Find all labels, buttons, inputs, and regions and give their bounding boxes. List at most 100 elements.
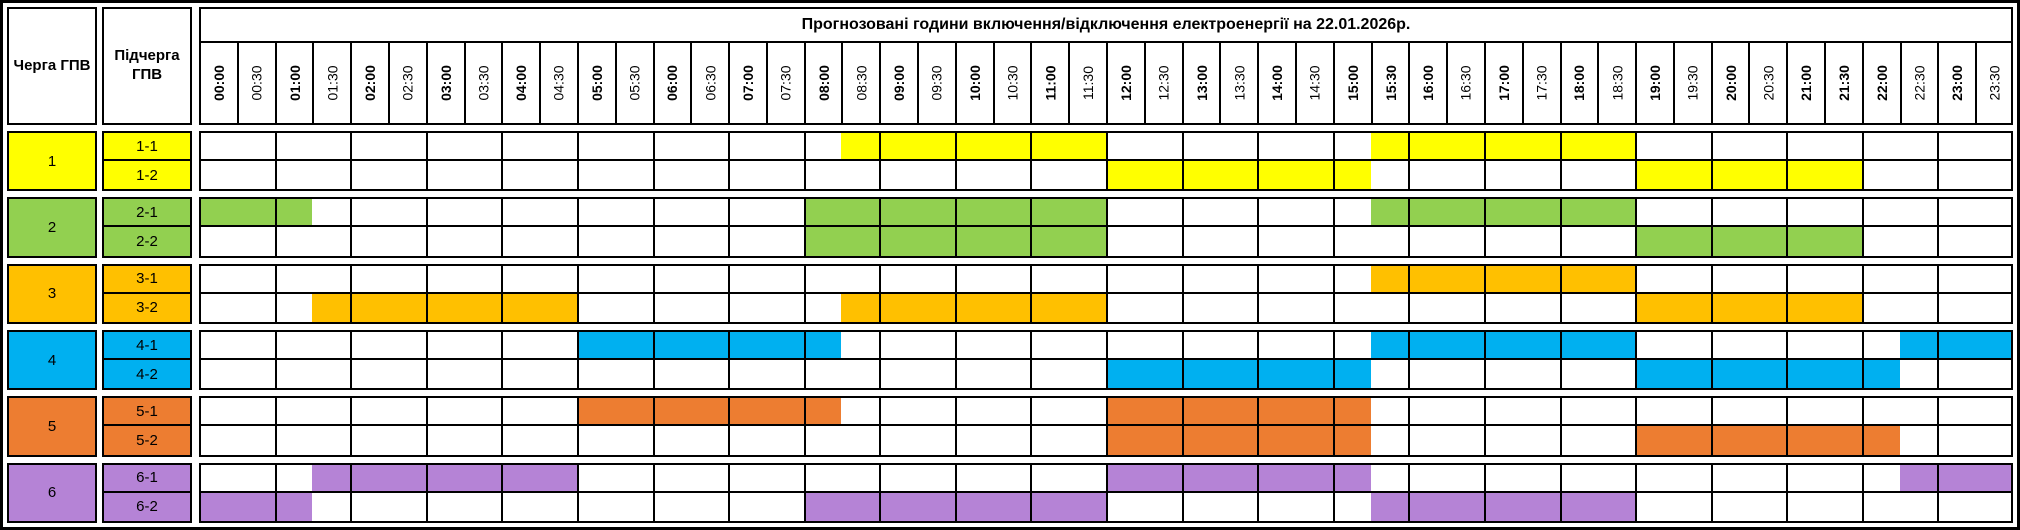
slot-6-1-14:00 xyxy=(1257,462,1295,493)
slot-5-1-04:30 xyxy=(539,396,577,427)
time-label-text: 19:00 xyxy=(1646,65,1663,101)
schedule-title: Прогнозовані години включення/відключенн… xyxy=(199,7,2013,43)
slot-6-2-19:30 xyxy=(1672,492,1711,523)
slot-1-1-21:30 xyxy=(1824,131,1862,162)
slot-3-2-21:30 xyxy=(1824,293,1862,324)
slot-6-1-23:30 xyxy=(1975,462,2013,493)
slot-2-1-01:00 xyxy=(274,197,313,228)
slot-5-1-06:30 xyxy=(690,396,729,427)
slot-2-2-22:30 xyxy=(1899,227,1938,258)
slot-3-1-19:30 xyxy=(1672,263,1711,294)
slot-4-2-22:30 xyxy=(1899,360,1938,391)
slot-6-1-12:00 xyxy=(1106,462,1144,493)
slot-4-1-10:30 xyxy=(992,329,1031,361)
slot-1-1-20:30 xyxy=(1748,131,1787,162)
slot-3-1-04:30 xyxy=(539,263,577,294)
slot-1-2-07:00 xyxy=(728,161,766,192)
slot-6-2-16:30 xyxy=(1446,492,1484,523)
slot-4-1-20:00 xyxy=(1710,329,1749,361)
slot-5-1-11:00 xyxy=(1030,396,1069,427)
slot-2-1-18:30 xyxy=(1597,197,1636,228)
slot-6-2-06:00 xyxy=(652,492,691,523)
slot-2-1-10:00 xyxy=(954,197,993,228)
slot-5-1-14:30 xyxy=(1294,396,1333,427)
slot-4-2-02:00 xyxy=(350,360,388,391)
slot-6-2-00:30 xyxy=(236,492,275,523)
slot-6-2-01:00 xyxy=(274,492,313,523)
time-label-23:00: 23:00 xyxy=(1937,43,1976,125)
time-label-text: 01:00 xyxy=(286,65,303,101)
slot-5-2-03:00 xyxy=(425,426,464,457)
slot-4-2-22:00 xyxy=(1861,360,1900,391)
slot-2-1-21:00 xyxy=(1786,197,1825,228)
slot-4-1-04:30 xyxy=(539,329,577,361)
slot-4-1-22:30 xyxy=(1899,329,1938,361)
subqueue-4-1-label: 4-1 xyxy=(102,329,192,361)
time-label-17:30: 17:30 xyxy=(1521,43,1560,125)
slot-1-1-19:00 xyxy=(1635,131,1673,162)
slot-2-2-12:30 xyxy=(1143,227,1182,258)
slot-3-2-02:00 xyxy=(350,293,388,324)
slot-6-1-12:30 xyxy=(1143,462,1182,493)
slot-3-2-07:00 xyxy=(728,293,766,324)
time-label-text: 23:30 xyxy=(1986,65,2003,101)
time-label-text: 20:30 xyxy=(1760,65,1777,101)
slot-1-1-01:00 xyxy=(274,131,313,162)
slot-1-1-05:00 xyxy=(576,131,615,162)
slot-2-1-23:30 xyxy=(1975,197,2013,228)
slot-3-2-12:00 xyxy=(1106,293,1144,324)
slot-4-1-19:30 xyxy=(1672,329,1711,361)
slot-6-2-07:00 xyxy=(728,492,766,523)
slot-5-1-08:00 xyxy=(803,396,842,427)
slot-6-1-04:30 xyxy=(539,462,577,493)
time-label-10:00: 10:00 xyxy=(954,43,993,125)
slot-5-1-17:30 xyxy=(1521,396,1560,427)
slot-2-1-02:00 xyxy=(350,197,388,228)
slot-5-1-10:00 xyxy=(954,396,993,427)
time-label-07:00: 07:00 xyxy=(728,43,766,125)
slot-4-2-14:00 xyxy=(1257,360,1295,391)
slot-6-1-07:00 xyxy=(728,462,766,493)
time-label-text: 13:30 xyxy=(1231,65,1248,101)
slot-4-1-18:30 xyxy=(1597,329,1636,361)
slot-3-1-00:00 xyxy=(199,263,237,294)
slot-1-2-16:00 xyxy=(1408,161,1447,192)
slot-5-2-12:00 xyxy=(1106,426,1144,457)
time-label-11:00: 11:00 xyxy=(1030,43,1069,125)
slot-3-2-19:30 xyxy=(1672,293,1711,324)
slot-5-2-09:30 xyxy=(917,426,955,457)
slot-2-2-23:30 xyxy=(1975,227,2013,258)
slot-1-1-10:00 xyxy=(954,131,993,162)
time-label-13:30: 13:30 xyxy=(1219,43,1258,125)
time-label-text: 23:00 xyxy=(1949,65,1966,101)
slot-1-2-13:30 xyxy=(1219,161,1258,192)
slot-1-1-14:00 xyxy=(1257,131,1295,162)
time-label-19:00: 19:00 xyxy=(1635,43,1673,125)
slot-6-2-21:30 xyxy=(1824,492,1862,523)
slot-3-2-07:30 xyxy=(765,293,804,324)
slot-1-1-00:30 xyxy=(236,131,275,162)
slot-5-1-09:00 xyxy=(879,396,918,427)
slot-6-2-03:30 xyxy=(463,492,502,523)
slot-2-2-20:00 xyxy=(1710,227,1749,258)
slot-4-2-06:30 xyxy=(690,360,729,391)
slot-6-2-18:00 xyxy=(1559,492,1598,523)
slot-3-1-01:30 xyxy=(312,263,351,294)
slot-6-1-14:30 xyxy=(1294,462,1333,493)
time-label-20:00: 20:00 xyxy=(1710,43,1749,125)
slot-1-1-14:30 xyxy=(1294,131,1333,162)
slot-4-2-16:30 xyxy=(1446,360,1484,391)
slot-5-2-15:00 xyxy=(1332,426,1371,457)
slot-5-2-13:30 xyxy=(1219,426,1258,457)
slot-6-2-13:00 xyxy=(1181,492,1220,523)
slot-2-1-08:00 xyxy=(803,197,842,228)
slot-1-2-08:30 xyxy=(841,161,880,192)
slot-1-1-22:00 xyxy=(1861,131,1900,162)
time-label-21:30: 21:30 xyxy=(1824,43,1862,125)
slot-2-2-18:00 xyxy=(1559,227,1598,258)
slot-2-2-00:30 xyxy=(236,227,275,258)
slot-6-2-22:30 xyxy=(1899,492,1938,523)
time-label-09:00: 09:00 xyxy=(879,43,918,125)
slot-6-1-04:00 xyxy=(501,462,540,493)
slot-5-2-06:00 xyxy=(652,426,691,457)
